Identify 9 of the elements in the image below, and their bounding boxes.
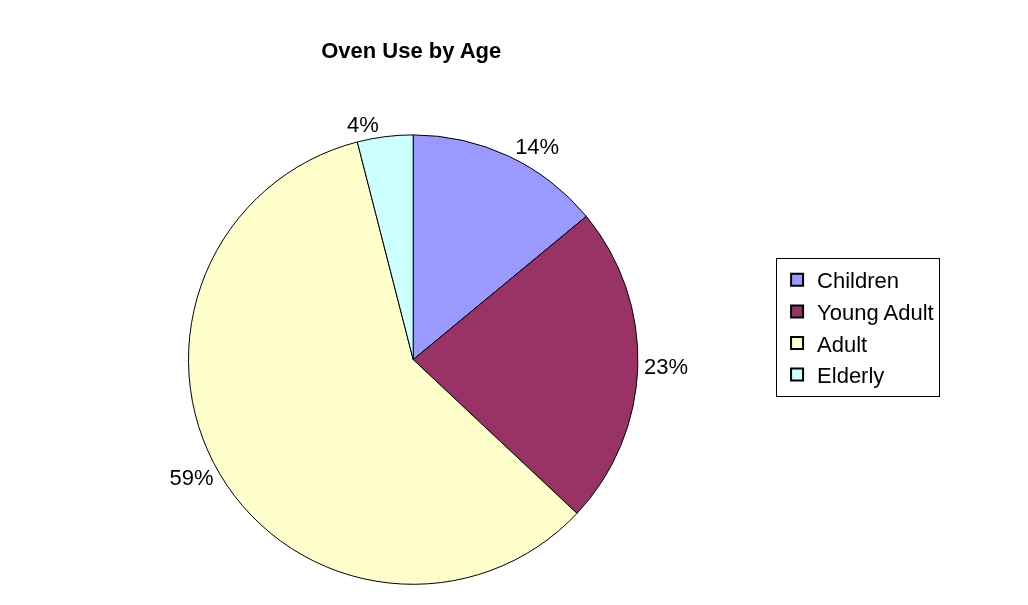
data-label: 4% xyxy=(346,111,379,137)
data-label: 23% xyxy=(644,354,689,380)
data-label: 59% xyxy=(169,464,214,490)
legend-label: Elderly xyxy=(817,363,885,389)
legend-label: Adult xyxy=(817,331,868,357)
legend-label: Young Adult xyxy=(817,299,934,325)
chart-title: Oven Use by Age xyxy=(321,37,502,63)
data-label: 14% xyxy=(515,133,560,159)
legend-label: Children xyxy=(817,268,900,294)
